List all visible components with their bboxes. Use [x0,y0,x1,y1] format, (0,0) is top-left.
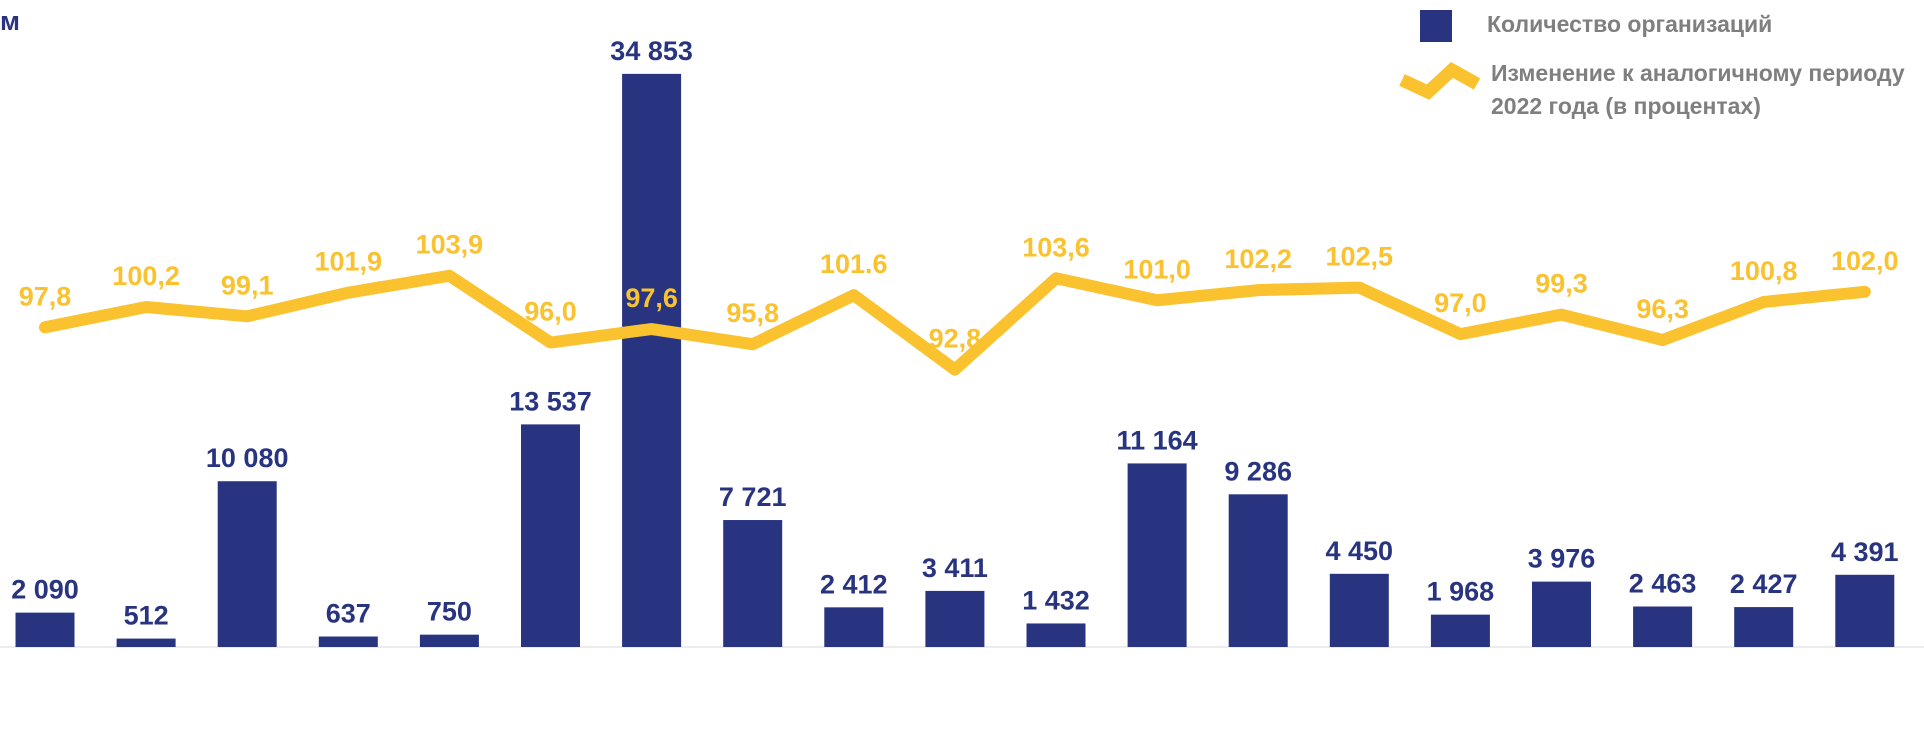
line-value-label: 100,2 [112,261,180,291]
line-value-label: 101.6 [820,249,888,279]
bar [1329,573,1389,647]
bar [1127,463,1187,647]
legend-label: Изменение к аналогичному периоду 2022 го… [1491,60,1905,119]
bar [1228,494,1288,647]
line-value-label: 103,9 [416,230,484,260]
bar [116,638,176,647]
line-value-label: 101,9 [315,247,383,277]
bar-value-label: 2 412 [820,569,888,599]
bar [419,634,479,647]
bar [1026,623,1086,647]
line-value-label: 102,2 [1224,244,1292,274]
bar-value-label: 3 976 [1528,544,1596,574]
bar [1835,574,1895,647]
line-value-label: 99,1 [221,270,274,300]
bar-value-label: 34 853 [610,36,693,66]
line [39,269,1871,376]
bar [521,424,580,647]
line-value-label: 102,0 [1831,246,1899,276]
line-value-label: 96,3 [1636,294,1689,324]
legend-swatch-bar [1420,10,1452,42]
bar [15,612,75,647]
bar [723,520,783,647]
line-value-label: 92,8 [929,324,982,354]
bar [622,73,682,648]
line-value-label: 96,0 [524,297,577,327]
bar-value-label: 13 537 [509,386,592,416]
bar-value-label: 9 286 [1224,456,1292,486]
bar [1532,581,1591,647]
bar-value-label: 1 968 [1427,577,1495,607]
bar [1430,614,1490,647]
bar-value-label: 10 080 [206,443,289,473]
line-value-label: 102,5 [1326,242,1394,272]
line-value-label: 97,0 [1434,288,1487,318]
line-value-label: 103,6 [1022,232,1090,262]
bar [925,590,985,647]
bar [824,607,884,647]
line-value-label: 100,8 [1730,256,1798,286]
line-value-label: 97,6 [625,283,678,313]
bar-value-label: 512 [124,601,169,631]
line-value-label: 95,8 [726,298,779,328]
bar [217,481,277,647]
bar-value-label: 11 164 [1117,425,1198,455]
bar-value-label: 2 090 [11,575,79,605]
bar [1633,606,1693,647]
bar-value-label: 3 411 [922,553,988,583]
legend-swatch-line [1399,62,1481,100]
bar-value-label: 2 427 [1730,569,1798,599]
chart-title: м [0,6,20,36]
bar-value-label: 750 [427,597,472,627]
line-value-label: 99,3 [1535,269,1588,299]
line-value-label: 101,0 [1123,254,1191,284]
bar-value-label: 7 721 [719,482,787,512]
bar-value-label: 637 [326,599,371,629]
bar-value-label: 4 391 [1831,537,1899,567]
bar [1734,607,1794,647]
bar-value-label: 1 432 [1022,585,1090,615]
bar [318,636,378,647]
bar-value-label: 4 450 [1326,536,1394,566]
bar-value-label: 2 463 [1629,568,1697,598]
line-value-label: 97,8 [19,281,72,311]
legend-label: Количество организаций [1487,11,1773,37]
